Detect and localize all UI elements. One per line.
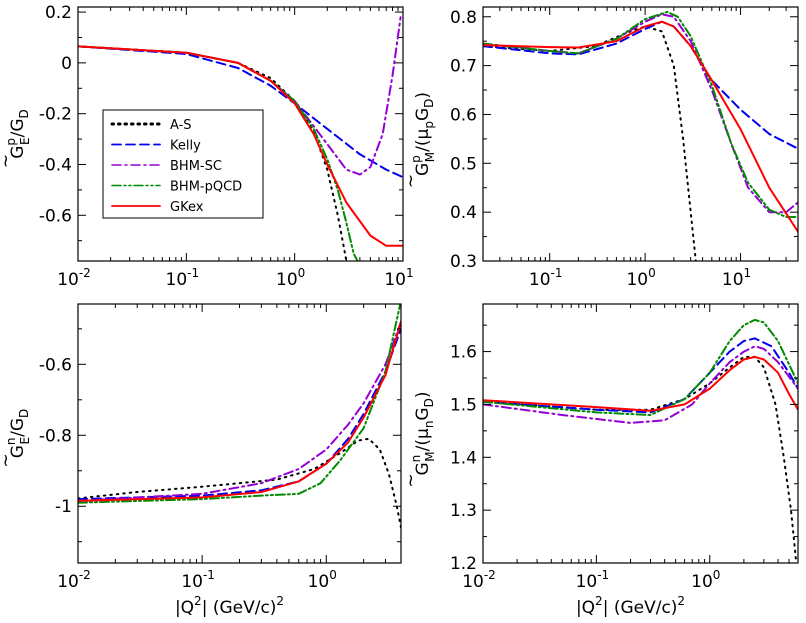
tilde-glyph: ~ (0, 154, 16, 168)
panel-GMp: 10-1 100 101 0.3 0.4 0.5 0.6 0.7 0.8 GpM/(μpGD)~ (401, 6, 799, 290)
legend-label-bhm-sc: BHM-SC (170, 159, 222, 174)
legend-box (102, 109, 264, 219)
legend-label-gkex: GKex (170, 200, 204, 215)
legend-label-bhm-pqcd: BHM-pQCD (170, 180, 242, 195)
panel-GEn: 10-2 10-1 100 -0.6 -0.8 -1 GnE/GD~ |Q2| (GeV/c)… (0, 303, 402, 618)
legend-label-a-s: A-S (170, 118, 192, 133)
y-tick-label: -0.2 (39, 105, 72, 125)
y-tick-label: 0 (61, 54, 72, 74)
x-tick-label: 10-1 (181, 568, 215, 592)
x-tick-label: 10-2 (57, 266, 91, 290)
x-axis-label-GEn: |Q2| (GeV/c)2 (175, 594, 284, 618)
x-tick-label: 10-1 (529, 266, 563, 290)
plot-frame-GEp (77, 6, 404, 262)
x-tick-label: 10-2 (462, 568, 496, 592)
x-tick-label: 101 (722, 266, 751, 290)
y-tick-label: 0.7 (450, 57, 477, 77)
legend-label-kelly: Kelly (170, 139, 201, 154)
series-bhm-pqcd-GMn (483, 318, 798, 416)
y-tick-label: 0.4 (450, 203, 477, 223)
legend: A-S Kelly BHM-SC BHM-pQCD GKex (102, 109, 264, 219)
y-axis-label-GEp: GpE/GD (4, 109, 32, 159)
y-tick-label: 1.2 (450, 554, 477, 574)
x-tick-label: 100 (691, 568, 720, 592)
y-tick-label: -0.4 (39, 155, 72, 175)
tilde-glyph: ~ (401, 473, 421, 487)
series-a-s-GMn (483, 355, 798, 563)
series-bhm-sc-GEn (78, 320, 401, 502)
y-tick-label: 1.3 (450, 501, 477, 521)
series-kelly-GMn (483, 337, 798, 414)
series-bhm-pqcd-GEn (78, 304, 401, 504)
y-tick-label: -1 (55, 497, 72, 517)
y-tick-label: 0.8 (450, 8, 477, 28)
x-tick-label: 100 (276, 266, 305, 290)
tilde-glyph: ~ (0, 453, 16, 467)
x-axis-label-GMn: |Q2| (GeV/c)2 (576, 594, 685, 618)
y-tick-label: 1.4 (450, 448, 477, 468)
x-tick-label: 100 (626, 266, 655, 290)
y-axis-label-GMp: GpM/(μpGD) (409, 92, 437, 176)
y-tick-label: 0.6 (450, 105, 477, 125)
y-tick-label: 0.3 (450, 252, 477, 272)
series-kelly-GMp (483, 20, 798, 150)
series-bhm-sc-GMp (483, 13, 798, 214)
y-tick-label: -0.8 (39, 426, 72, 446)
series-bhm-pqcd-GMp (483, 10, 798, 218)
panel-GMn: 10-2 10-1 100 1.2 1.3 1.4 1.5 1.6 GnM/(μnGD)~ |Q2… (401, 303, 799, 618)
series-gkex-GMp (483, 20, 798, 233)
series-a-s-GMp (483, 25, 697, 261)
y-axis-label-GMn: GnM/(μnGD) (409, 391, 437, 475)
plot-frame-GMp (482, 6, 799, 262)
series-bhm-sc-GMn (483, 345, 798, 424)
y-tick-label: 0.2 (45, 3, 72, 23)
tilde-glyph: ~ (401, 174, 421, 188)
x-tick-label: 100 (308, 568, 337, 592)
series-a-s-GEp (78, 45, 348, 261)
y-tick-label: 0.5 (450, 154, 477, 174)
x-tick-label: 101 (384, 266, 413, 290)
x-tick-label: 10-2 (57, 568, 91, 592)
y-axis-label-GEn: GnE/GD (4, 409, 32, 459)
x-tick-label: 10-1 (576, 568, 610, 592)
series-kelly-GEn (78, 327, 401, 501)
y-tick-label: 1.6 (450, 343, 477, 363)
series-a-s-GEn (78, 437, 401, 529)
series-gkex-GMn (483, 355, 798, 412)
y-tick-label: 1.5 (450, 395, 477, 415)
series-gkex-GEp (78, 45, 403, 247)
x-tick-label: 10-1 (166, 266, 200, 290)
panel-GEp: 10-2 10-1 100 101 0.2 0 -0.2 -0.4 -0.6 GpE/GD~ A-S… (0, 3, 414, 290)
plot-frame-GMn (482, 303, 799, 564)
y-tick-label: -0.6 (39, 355, 72, 375)
series-gkex-GEn (78, 320, 401, 502)
y-tick-label: -0.6 (39, 206, 72, 226)
